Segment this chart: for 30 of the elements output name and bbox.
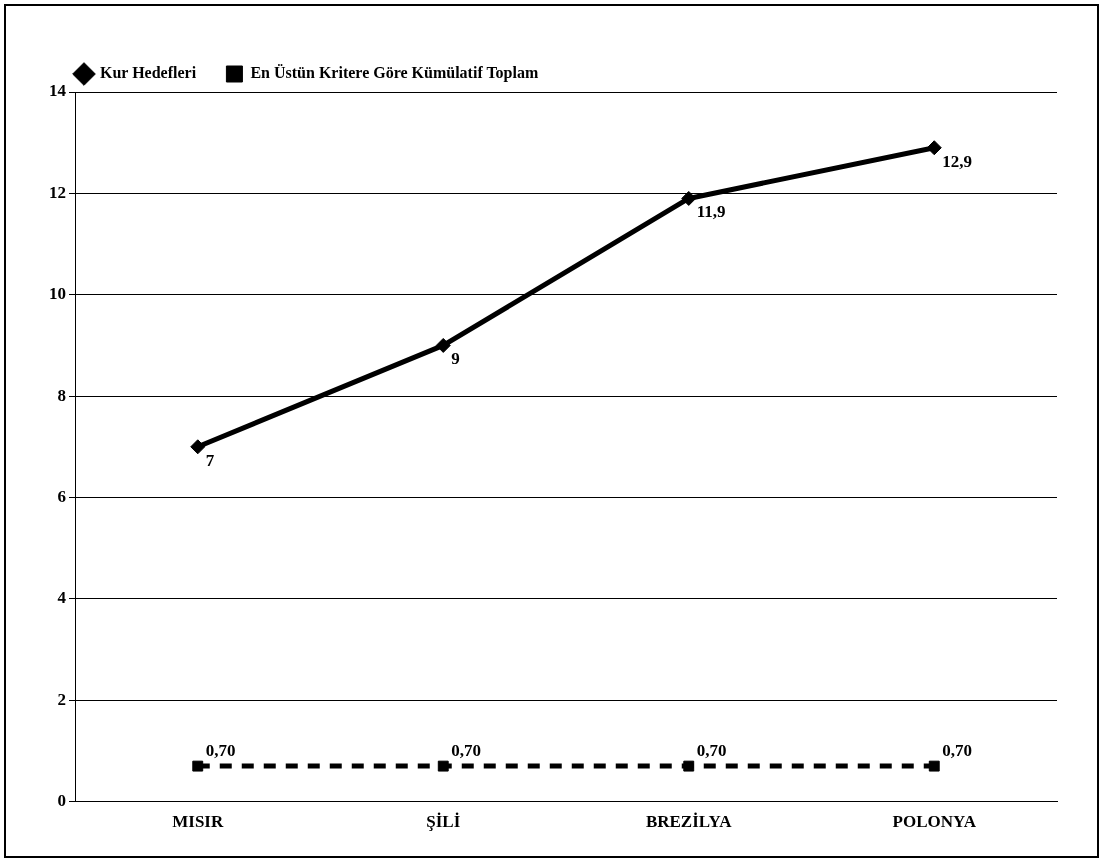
- data-label: 0,70: [942, 741, 972, 761]
- point: [681, 190, 697, 206]
- point: [683, 760, 695, 772]
- y-tick-label: 6: [57, 486, 66, 506]
- point: [926, 140, 942, 156]
- data-label: 0,70: [205, 741, 236, 761]
- data-label: 7: [205, 450, 215, 470]
- y-tick-label: 14: [49, 81, 67, 101]
- point: [437, 760, 449, 772]
- data-label: 11,9: [696, 202, 726, 222]
- x-tick-label: ŞİLİ: [426, 812, 461, 832]
- y-tick-label: 4: [57, 588, 67, 608]
- legend-label: En Üstün Kritere Göre Kümülatif Toplam: [250, 64, 539, 83]
- point: [190, 439, 206, 455]
- data-label: 9: [451, 349, 460, 369]
- x-tick-label: MISIR: [172, 812, 224, 832]
- data-label: 12,9: [942, 151, 972, 171]
- data-label: 0,70: [451, 741, 481, 761]
- y-tick-label: 2: [57, 689, 66, 709]
- legend-label: Kur Hedefleri: [100, 64, 197, 82]
- x-tick-label: BREZİLYA: [645, 812, 733, 832]
- point: [192, 760, 204, 772]
- point: [928, 760, 940, 772]
- y-tick-label: 8: [57, 385, 66, 405]
- point: [435, 337, 451, 353]
- y-tick-label: 10: [49, 284, 66, 304]
- y-tick-label: 12: [49, 182, 66, 202]
- y-tick-label: 0: [57, 790, 66, 810]
- data-label: 0,70: [696, 741, 727, 761]
- x-tick-label: POLONYA: [892, 812, 977, 832]
